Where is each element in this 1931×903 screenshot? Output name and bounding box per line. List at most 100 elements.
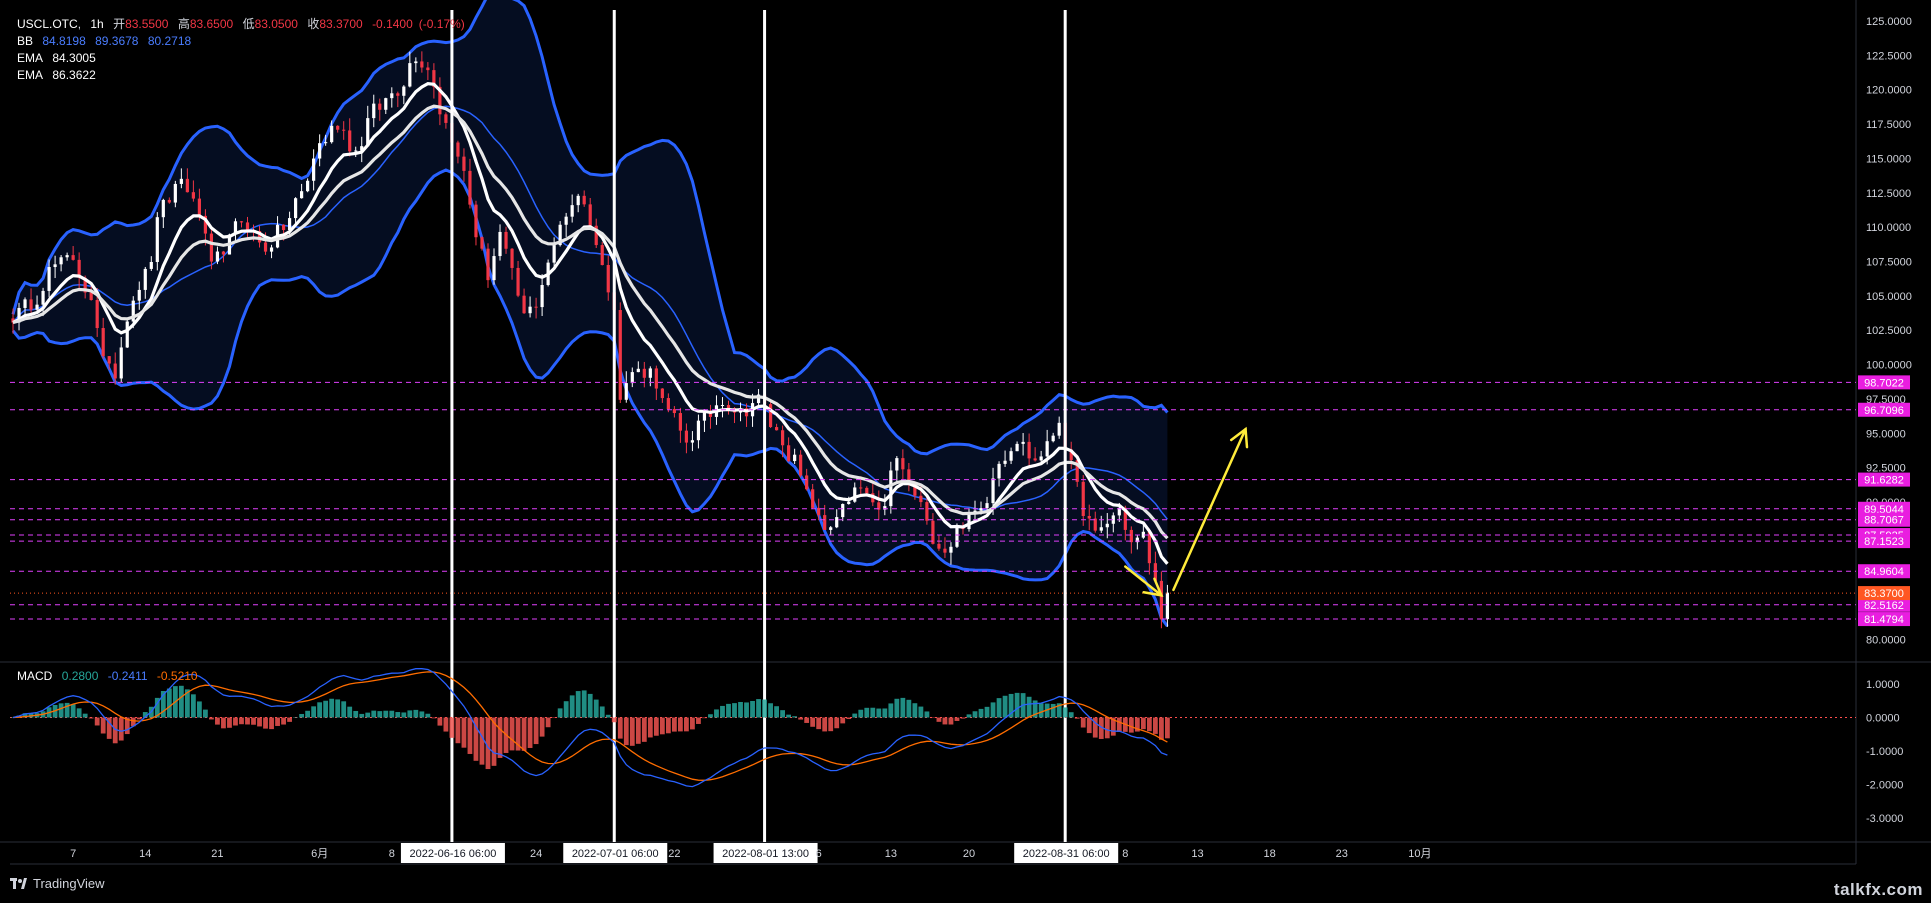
candle-body [1147,531,1151,564]
macd-hist-bar [227,717,232,728]
bb-legend[interactable]: BB 84.8198 89.3678 80.2718 [17,33,471,50]
candle-body [516,267,520,296]
marker-date-box [1014,843,1119,863]
level-tag-label: 91.6282 [1864,475,1904,487]
candle-body [865,487,869,494]
ema1-legend[interactable]: EMA 84.3005 [17,50,471,67]
macd-hist-bar [960,717,966,719]
candle-body [245,222,250,231]
macd-hist-bar [353,710,359,718]
macd-hist-bar [972,711,978,718]
interval-label[interactable]: 1h [90,17,104,31]
open-key: 开 [113,17,126,31]
candle-body [209,233,214,262]
macd-hist-bar [738,701,743,718]
tradingview-brand[interactable]: TradingView [10,876,105,891]
symbol-label[interactable]: USCL.OTC [17,17,78,31]
macd-hist-bar [323,700,329,718]
macd-hist-bar [1050,703,1056,718]
candle-body [1069,449,1073,461]
candle-body [101,328,105,357]
marker-date-box [400,843,505,863]
level-tag[interactable] [1858,512,1910,527]
candle-body [720,405,725,407]
candle-body [997,463,1001,479]
marker-date-box [563,843,668,863]
macd-hist-bar [762,699,767,718]
macd-hist-bar [317,702,323,718]
macd-hist-bar [401,712,407,718]
macd-hist-bar [419,711,425,718]
macd-hist-bar [635,717,641,744]
high-value: 83.6500 [189,17,234,31]
candle-body [1165,592,1170,620]
macd-hist-bar [1116,717,1122,732]
candle-body [143,268,147,290]
macd-hist-bar [1158,717,1164,740]
macd-hist-bar [473,717,479,761]
macd-tick-label: -1.0000 [1866,746,1903,758]
arrow-shaft[interactable] [1172,427,1247,592]
level-tag[interactable] [1858,564,1910,579]
candle-body [1033,458,1037,461]
macd-signal-line [12,671,1168,781]
candle-body [330,125,334,143]
macd-hist-bar [299,713,305,718]
change-pct: (-0.17%) [418,17,465,31]
candle-body [889,470,893,507]
candle-body [829,527,833,530]
price-tick-label: 92.5000 [1866,463,1906,475]
macd-hist-bar [539,717,545,737]
macd-hist-bar [671,717,677,732]
ema2-legend[interactable]: EMA 86.3622 [17,67,471,84]
macd-hist-bar [792,716,798,718]
level-tag[interactable] [1858,472,1910,487]
macd-hist-bar [629,717,635,746]
time-tick-label: 14 [139,848,151,860]
candle-body [781,430,785,446]
macd-hist-bar [395,712,401,718]
time-tick-label: 22 [668,848,680,860]
macd-hist-bar [275,717,280,726]
macd-hist-bar [347,706,353,718]
macd-hist-bar [954,717,960,721]
macd-line [12,668,1168,788]
price-tick-label: 102.5000 [1866,325,1912,337]
candle-body [384,98,388,110]
arrow-shaft[interactable] [1124,565,1163,597]
macd-hist-value: 0.2800 [61,669,99,683]
price-tick-label: 80.0000 [1866,634,1906,646]
candle-body [1009,451,1013,461]
time-tick-label: 21 [211,848,223,860]
candle-body [774,427,779,431]
macd-hist-bar [533,717,539,745]
macd-hist-bar [840,717,846,724]
price-tick-label: 112.5000 [1866,188,1911,200]
level-tag[interactable] [1858,612,1910,627]
candle-body [1111,515,1115,524]
bb-basis-value: 84.8198 [42,34,86,48]
macd-hist-bar [1056,703,1062,718]
macd-hist-bar [196,701,202,718]
level-tag[interactable] [1858,402,1910,417]
ema2-value: 86.3622 [52,68,96,82]
level-tag[interactable] [1858,501,1910,516]
macd-line-value: -0.2411 [107,669,148,683]
time-tick-label: 24 [530,848,542,860]
candle-body [468,170,472,205]
macd-hist-bar [720,705,725,718]
level-tag[interactable] [1858,534,1910,549]
macd-hist-bar [509,717,515,751]
macd-hist-bar [936,717,942,722]
macd-hist-bar [76,708,82,718]
macd-hist-bar [617,717,623,739]
macd-hist-bar [136,717,142,720]
macd-legend[interactable]: MACD 0.2800 -0.2411 -0.5210 [17,668,204,685]
macd-hist-bar [990,702,996,718]
candle-body [991,478,995,504]
level-tag[interactable] [1858,375,1910,390]
macd-hist-bar [485,717,491,770]
candle-body [149,261,153,269]
level-tag[interactable] [1858,597,1910,612]
